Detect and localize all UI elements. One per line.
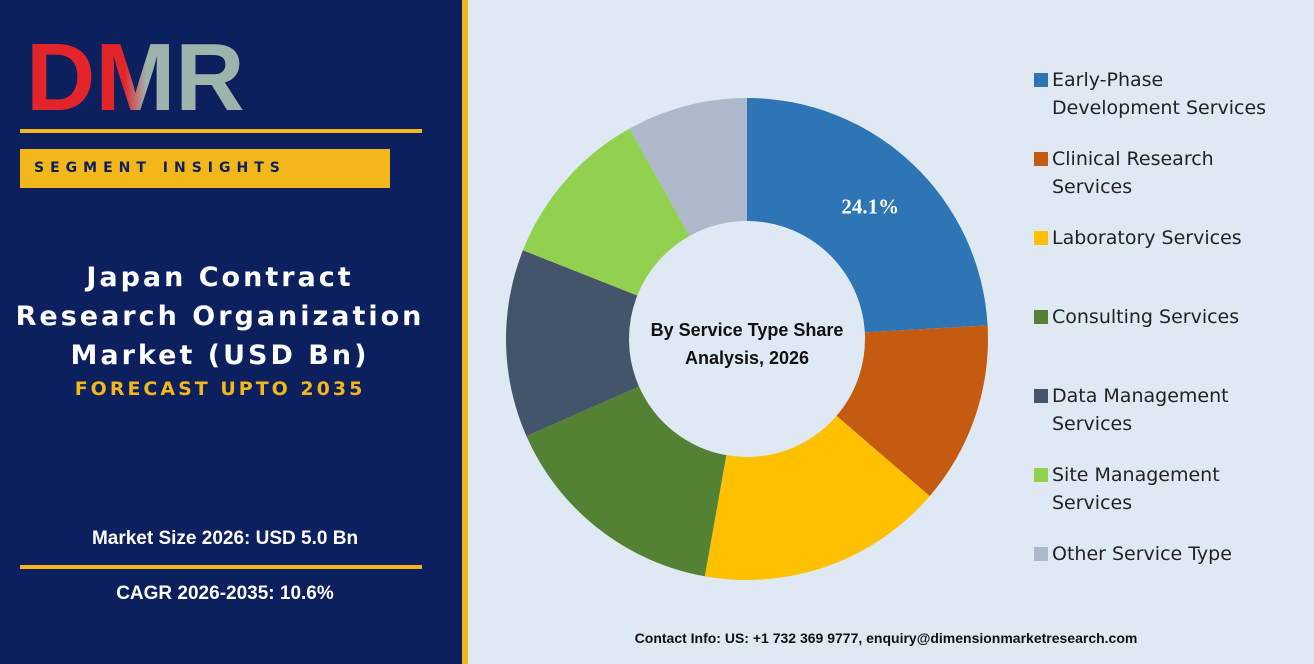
legend-swatch	[1034, 547, 1048, 561]
legend-label: Clinical Research Services	[1052, 148, 1214, 198]
donut-segment	[522, 128, 690, 296]
legend-label: Other Service Type	[1052, 543, 1232, 565]
donut-segment	[747, 98, 988, 333]
donut-segment	[526, 386, 727, 577]
legend-swatch	[1034, 231, 1048, 245]
legend-label: Laboratory Services	[1052, 227, 1242, 249]
donut-segment	[836, 325, 988, 497]
legend-swatch	[1034, 389, 1048, 403]
divider	[20, 565, 422, 569]
legend-item: Early-Phase Development Services	[1034, 66, 1304, 122]
cagr: CAGR 2026-2035: 10.6%	[116, 583, 334, 604]
legend-swatch	[1034, 468, 1048, 482]
legend-label: Consulting Services	[1052, 306, 1240, 328]
legend-swatch	[1034, 73, 1048, 87]
legend-swatch	[1034, 310, 1048, 324]
badge: SEGMENT INSIGHTS	[20, 149, 390, 188]
contact: Contact Info: US: +1 732 369 9777, enqui…	[634, 630, 1138, 646]
stripe	[462, 0, 468, 664]
legend-label: Early-Phase Development Services	[1052, 69, 1267, 119]
market-size: Market Size 2026: USD 5.0 Bn	[91, 528, 359, 549]
chart-title: By Service Type Share Analysis, 2026	[650, 320, 844, 368]
divider	[20, 129, 422, 133]
legend-item: Consulting Services	[1034, 303, 1304, 331]
data-label: 24.1%	[841, 194, 899, 218]
donut-segment	[704, 415, 930, 580]
legend-item: Data Management Services	[1034, 382, 1304, 438]
left-panel: DMR SEGMENT INSIGHTS Japan Contract Rese…	[0, 0, 462, 664]
donut-segment	[506, 250, 640, 437]
logo: DMR	[26, 30, 245, 120]
legend-label: Site Management Services	[1052, 464, 1220, 514]
legend-swatch	[1034, 152, 1048, 166]
donut-segment	[629, 98, 747, 236]
logo-text: DMR	[26, 30, 245, 120]
legend-item: Site Management Services	[1034, 461, 1304, 517]
subtitle: FORECAST UPTO 2035	[74, 378, 366, 400]
legend-label: Data Management Services	[1052, 385, 1229, 435]
legend-item: Other Service Type	[1034, 540, 1304, 568]
legend-item: Laboratory Services	[1034, 224, 1304, 252]
title: Japan Contract Research Organization Mar…	[15, 262, 425, 371]
legend-item: Clinical Research Services	[1034, 145, 1304, 201]
